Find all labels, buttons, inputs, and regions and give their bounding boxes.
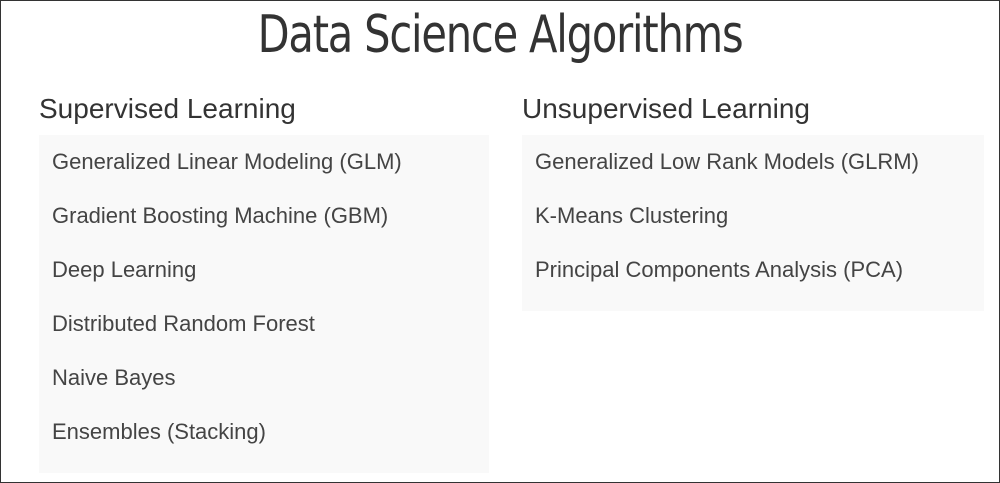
supervised-learning-heading: Supervised Learning: [39, 93, 296, 124]
supervised-learning-column: Supervised Learning Generalized Linear M…: [39, 89, 489, 473]
list-item-distributed-random-forest: Distributed Random Forest: [52, 311, 315, 336]
list-item-deep-learning: Deep Learning: [52, 257, 197, 282]
unsupervised-learning-column: Unsupervised Learning Generalized Low Ra…: [522, 89, 984, 311]
unsupervised-learning-heading: Unsupervised Learning: [522, 93, 810, 124]
list-item-k-means: K-Means Clustering: [535, 203, 729, 228]
list-item-gbm: Gradient Boosting Machine (GBM): [52, 203, 389, 228]
list-item-glrm: Generalized Low Rank Models (GLRM): [535, 149, 919, 174]
list-item-pca: Principal Components Analysis (PCA): [535, 257, 904, 282]
list-item-glm: Generalized Linear Modeling (GLM): [52, 149, 402, 174]
list-item-naive-bayes: Naive Bayes: [52, 365, 176, 390]
list-item-ensembles: Ensembles (Stacking): [52, 419, 266, 444]
supervised-algorithm-list: Generalized Linear Modeling (GLM) Gradie…: [39, 135, 489, 473]
unsupervised-algorithm-list: Generalized Low Rank Models (GLRM) K-Mea…: [522, 135, 984, 311]
slide-title: Data Science Algorithms: [257, 5, 744, 65]
